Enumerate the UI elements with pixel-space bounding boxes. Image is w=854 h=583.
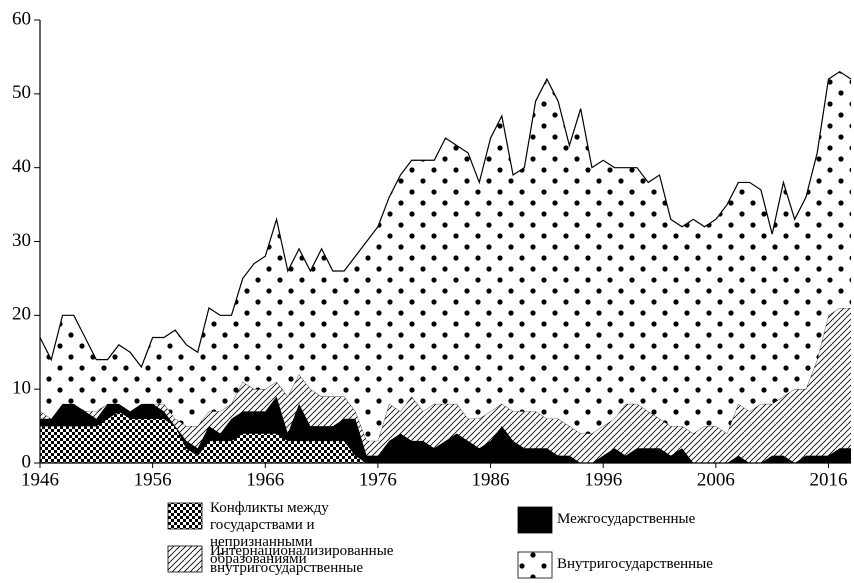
area	[40, 396, 851, 463]
y-tick-label: 20	[12, 304, 31, 325]
area-edge	[39, 70, 852, 369]
y-tick-label: 0	[22, 451, 32, 472]
area	[40, 307, 851, 463]
y-tick-label: 30	[12, 230, 31, 251]
x-tick-label: 1976	[359, 469, 397, 490]
x-tick-label: 1986	[472, 469, 510, 490]
legend-label: Внутригосударственные	[557, 556, 713, 572]
legend-label: Межгосударственные	[557, 511, 696, 527]
area	[40, 71, 851, 441]
area	[40, 411, 851, 463]
x-tick-label: 1966	[246, 469, 284, 490]
legend-swatch	[517, 506, 553, 534]
x-tick-label: 2016	[809, 469, 847, 490]
x-tick-label: 2006	[697, 469, 735, 490]
x-tick-label: 1956	[134, 469, 172, 490]
y-tick-label: 40	[12, 156, 31, 177]
legend-label: Конфликты между государствами и непризна…	[210, 500, 329, 567]
x-tick-label: 1996	[584, 469, 622, 490]
legend-swatch	[517, 551, 553, 579]
y-tick-label: 60	[12, 8, 31, 29]
x-tick-label: 1946	[21, 469, 59, 490]
legend-swatch	[167, 545, 203, 573]
legend-label: Интернационализированные внутригосударст…	[210, 543, 394, 576]
y-tick-label: 10	[12, 378, 31, 399]
legend-swatch	[167, 502, 203, 530]
y-tick-label: 50	[12, 82, 31, 103]
